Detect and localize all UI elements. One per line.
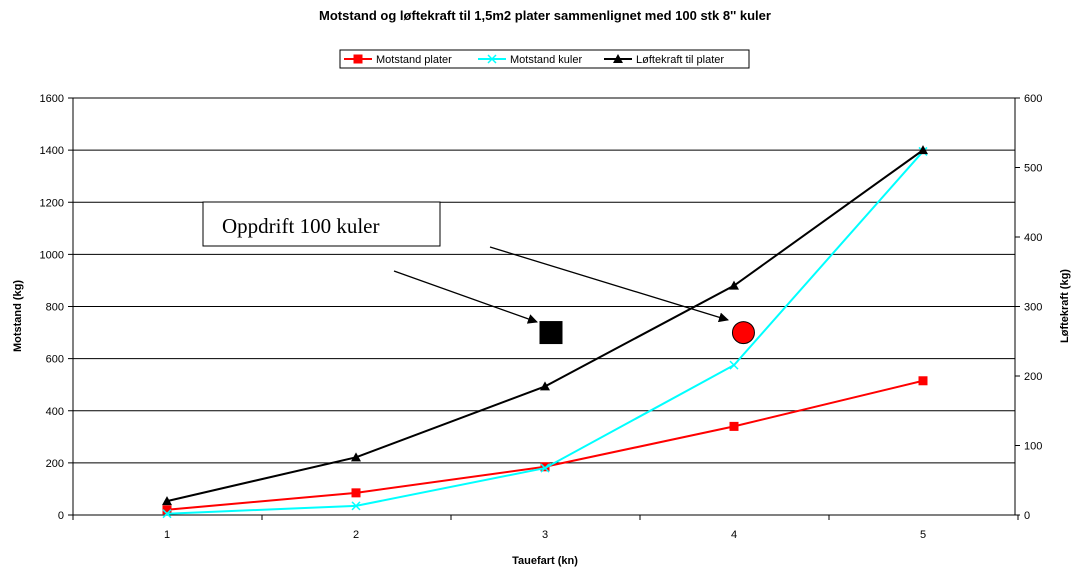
x-tick-label: 2 [353, 529, 359, 541]
right-tick-label: 500 [1024, 163, 1042, 175]
series-lines [162, 145, 928, 519]
x-axis: 1 2 3 4 5 [72, 515, 1019, 541]
series-line [166, 379, 924, 511]
x-tick-label: 4 [731, 529, 737, 541]
legend-swatch-marker [353, 54, 363, 64]
data-point [729, 421, 739, 431]
x-tick-label: 3 [542, 529, 548, 541]
x-tick-label: 5 [920, 529, 926, 541]
data-point [162, 509, 172, 519]
left-axis: 0 200 400 600 800 1000 1200 1400 1600 [40, 93, 73, 522]
right-tick-label: 100 [1024, 441, 1042, 453]
annotation-box [202, 201, 441, 247]
left-tick-label: 1400 [40, 145, 64, 157]
data-point [540, 381, 550, 391]
right-tick-label: 400 [1024, 232, 1042, 244]
legend-box [339, 49, 750, 69]
annotation-arrow [393, 270, 538, 324]
annotation-text: Oppdrift 100 kuler [222, 214, 379, 238]
right-axis: 0 100 200 300 400 500 600 [1015, 93, 1042, 522]
data-point [918, 145, 928, 155]
data-point [351, 452, 361, 462]
data-point [540, 463, 550, 473]
legend-label: Motstand kuler [510, 54, 582, 66]
x-tick-label: 1 [164, 529, 170, 541]
left-tick-label: 1000 [40, 249, 64, 261]
data-point [729, 360, 739, 370]
right-tick-label: 200 [1024, 371, 1042, 383]
x-axis-label: Tauefart (kn) [512, 555, 578, 567]
left-tick-label: 0 [58, 510, 64, 522]
left-tick-label: 200 [46, 458, 64, 470]
left-axis-label: Motstand (kg) [12, 280, 24, 352]
right-tick-label: 300 [1024, 302, 1042, 314]
right-axis-label: Løftekraft (kg) [1059, 269, 1071, 343]
left-tick-label: 1600 [40, 93, 64, 105]
annotation-arrow [489, 246, 729, 323]
annotation-marker [539, 321, 563, 345]
data-point [351, 501, 361, 511]
chart-title: Motstand og løftekraft til 1,5m2 plater … [319, 8, 771, 23]
legend-swatch-marker [613, 54, 623, 63]
annotation: Oppdrift 100 kuler [202, 201, 441, 247]
left-tick-label: 1200 [40, 197, 64, 209]
right-tick-label: 0 [1024, 510, 1030, 522]
gridlines [73, 97, 1015, 464]
legend-label: Motstand plater [376, 54, 452, 66]
data-point [162, 496, 172, 506]
annotation-marker [731, 321, 755, 345]
legend-swatch-marker [487, 54, 497, 64]
legend-label: Løftekraft til plater [636, 54, 724, 66]
right-tick-label: 600 [1024, 93, 1042, 105]
data-point [918, 376, 928, 386]
left-tick-label: 600 [46, 354, 64, 366]
legend: Motstand plater Motstand kuler Løftekraft … [339, 49, 750, 69]
data-point [729, 280, 739, 290]
data-point [351, 488, 361, 498]
left-tick-label: 800 [46, 302, 64, 314]
left-tick-label: 400 [46, 406, 64, 418]
annotation-markers [393, 246, 755, 345]
